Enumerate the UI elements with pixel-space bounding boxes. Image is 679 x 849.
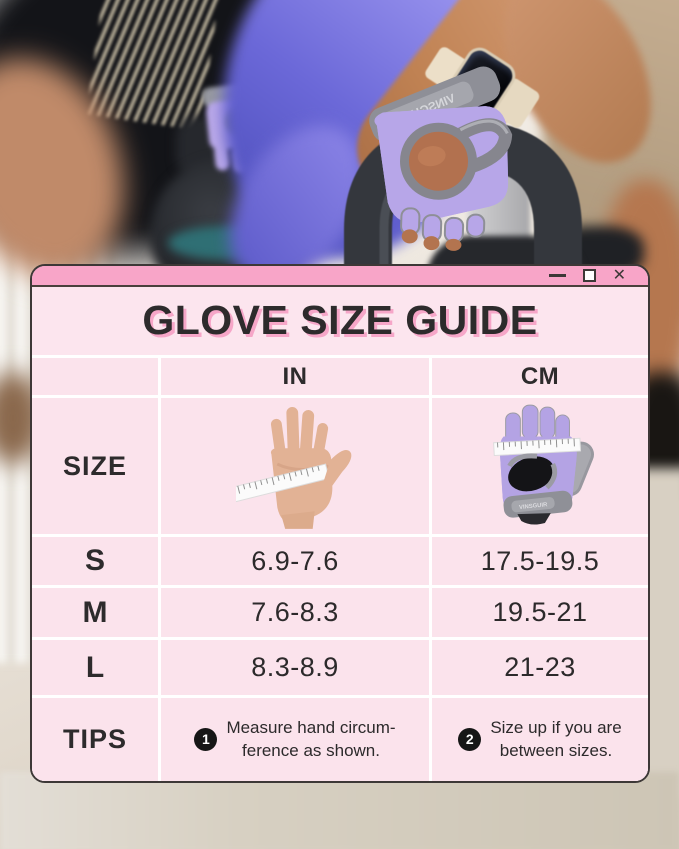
minimize-icon[interactable] bbox=[548, 274, 566, 277]
tip-2-text: Size up if you are between sizes. bbox=[490, 718, 622, 760]
row-l-cm: 21-23 bbox=[432, 640, 648, 695]
row-s-in: 6.9-7.6 bbox=[161, 537, 429, 585]
row-m-cm: 19.5-21 bbox=[432, 588, 648, 637]
blonde-hair bbox=[86, 0, 219, 131]
glove-product-illustration: VINSGUIR bbox=[432, 398, 648, 534]
row-l-label: L bbox=[32, 640, 158, 695]
product-glove-brand-text: VINSGUIR bbox=[519, 502, 549, 511]
header-cm-cell: CM bbox=[432, 358, 648, 395]
page-title: GLOVE SIZE GUIDE bbox=[142, 297, 538, 343]
tips-label: TIPS bbox=[32, 698, 158, 781]
purple-glove-focal: VINSGUIR bbox=[352, 66, 542, 251]
size-table: IN CM SIZE bbox=[32, 355, 648, 781]
tip-1-text: Measure hand circum- ference as shown. bbox=[226, 718, 396, 760]
window-titlebar: ✕ bbox=[32, 266, 648, 287]
tip-1: 1 Measure hand circum- ference as shown. bbox=[161, 698, 429, 781]
hand-measure-illustration bbox=[161, 398, 429, 534]
header-size-cell bbox=[32, 358, 158, 395]
row-m-label: M bbox=[32, 588, 158, 637]
row-l-in: 8.3-8.9 bbox=[161, 640, 429, 695]
row-s-label: S bbox=[32, 537, 158, 585]
tip-2: 2 Size up if you are between sizes. bbox=[432, 698, 648, 781]
gym-floor bbox=[0, 772, 679, 849]
row-m-in: 7.6-8.3 bbox=[161, 588, 429, 637]
maximize-icon[interactable] bbox=[582, 269, 596, 282]
tip-1-number-icon: 1 bbox=[194, 728, 218, 751]
header-in-cell: IN bbox=[161, 358, 429, 395]
row-s-cm: 17.5-19.5 bbox=[432, 537, 648, 585]
size-row-label: SIZE bbox=[32, 398, 158, 534]
tip-2-number-icon: 2 bbox=[458, 728, 482, 751]
size-guide-window: ✕ GLOVE SIZE GUIDE IN CM SIZE bbox=[30, 264, 650, 783]
close-icon[interactable]: ✕ bbox=[612, 264, 626, 284]
